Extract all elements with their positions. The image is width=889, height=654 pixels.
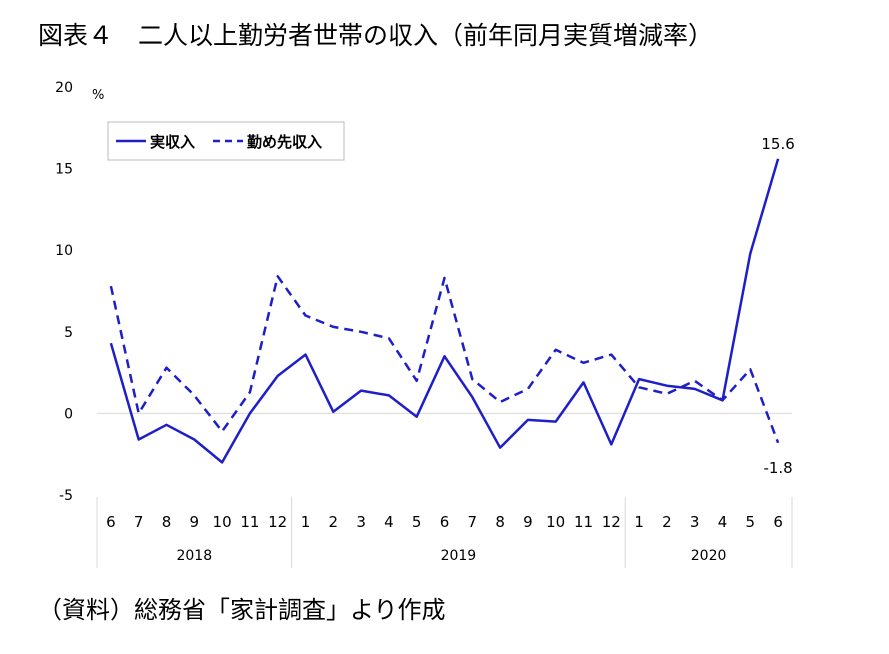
year-group-label: 2020 — [691, 548, 727, 564]
x-tick-label: 4 — [718, 513, 728, 531]
x-tick-label: 4 — [384, 513, 394, 531]
y-tick-label: 5 — [64, 325, 73, 341]
x-tick-label: 2 — [329, 513, 339, 531]
year-group-label: 2019 — [441, 548, 477, 564]
x-tick-label: 8 — [162, 513, 172, 531]
x-tick-label: 2 — [662, 513, 672, 531]
y-tick-label: -5 — [59, 488, 73, 504]
x-tick-label: 12 — [602, 513, 621, 531]
x-tick-label: 5 — [746, 513, 756, 531]
x-tick-label: 11 — [574, 513, 593, 531]
x-tick-label: 10 — [546, 513, 565, 531]
x-tick-label: 6 — [106, 513, 116, 531]
series-line-actual-income — [109, 158, 780, 464]
x-tick-label: 5 — [412, 513, 422, 531]
legend-label-actual-income: 実収入 — [150, 133, 195, 151]
x-tick-label: 10 — [213, 513, 232, 531]
x-tick-label: 9 — [190, 513, 200, 531]
y-unit-label: % — [92, 88, 104, 103]
figure-source: （資料）総務省「家計調査」より作成 — [38, 596, 446, 624]
series-line-employment-income — [109, 275, 780, 444]
y-tick-label: 20 — [55, 80, 73, 96]
x-tick-label: 1 — [301, 513, 311, 531]
legend-label-employment-income: 勤め先収入 — [247, 133, 322, 151]
series-layer — [109, 158, 780, 464]
data-label-layer: 15.6 -1.8 — [761, 135, 794, 477]
legend: 実収入 勤め先収入 — [107, 121, 345, 161]
data-label: 15.6 — [761, 135, 794, 153]
year-group-label: 2018 — [176, 548, 212, 564]
x-tick-label: 12 — [268, 513, 287, 531]
x-tick-label: 3 — [356, 513, 366, 531]
x-tick-label: 9 — [523, 513, 533, 531]
x-tick-label: 11 — [240, 513, 259, 531]
x-tick-label: 8 — [495, 513, 505, 531]
y-axis: -5 0 5 10 15 20 — [55, 80, 73, 504]
y-tick-label: 0 — [64, 406, 73, 422]
x-tick-label: 1 — [634, 513, 644, 531]
x-tick-label: 7 — [468, 513, 478, 531]
x-tick-label: 7 — [134, 513, 144, 531]
x-tick-label: 6 — [773, 513, 783, 531]
y-tick-label: 10 — [55, 243, 73, 259]
x-tick-label: 3 — [690, 513, 700, 531]
data-label: -1.8 — [763, 459, 792, 477]
y-tick-label: 15 — [55, 162, 73, 178]
figure-title: 図表４ 二人以上勤労者世帯の収入（前年同月実質増減率） — [38, 21, 714, 50]
x-tick-label: 6 — [440, 513, 450, 531]
